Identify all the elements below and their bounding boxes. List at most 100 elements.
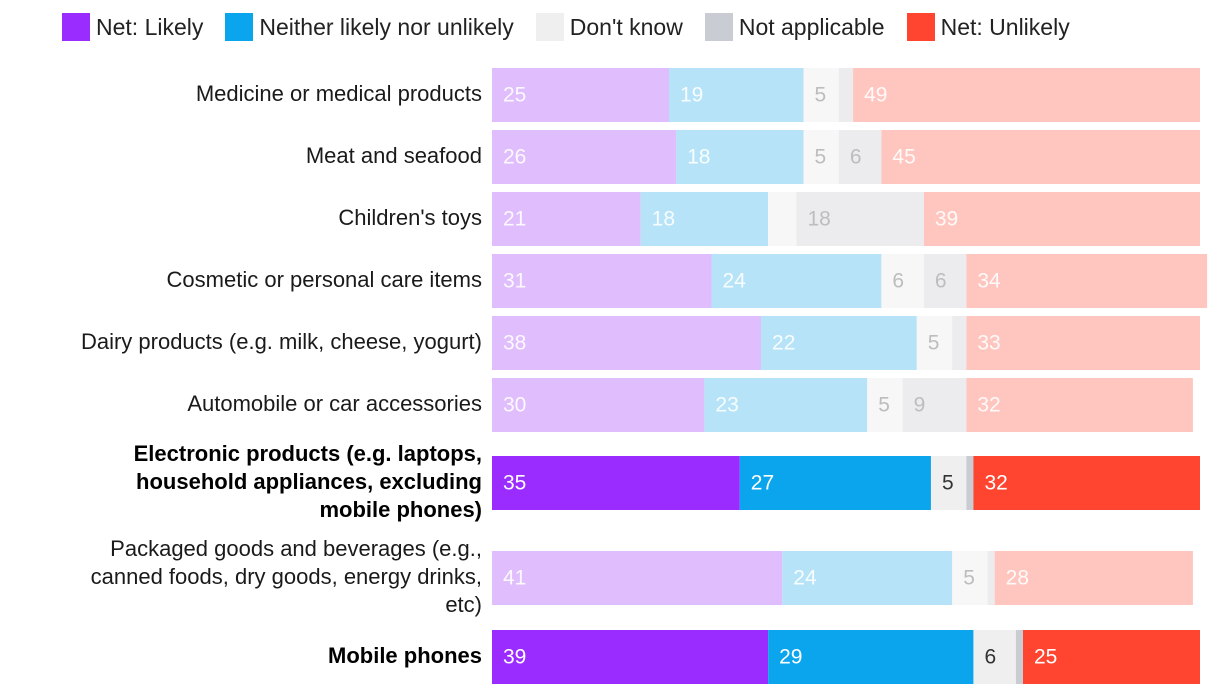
bar-segment-net-unlikely [966, 254, 1208, 308]
bar-row-electronic-products-e-g-laptops-household-appliances-excluding-mobile-phones: Electronic products (e.g. laptops, househ… [134, 441, 1200, 522]
bar-segment-net-unlikely [923, 192, 1200, 246]
value-label: 23 [715, 394, 738, 417]
bar-row-cosmetic-or-personal-care-items: Cosmetic or personal care items 31 24 6 6 34 [167, 254, 1208, 308]
legend-label: Neither likely nor unlikely [259, 13, 514, 40]
value-label: 30 [503, 394, 526, 417]
bar-segment-not-applicable [987, 551, 995, 605]
bar-segment-neither-likely-nor-unlikely [704, 378, 868, 432]
value-label: 49 [864, 84, 887, 107]
bar-segment-neither-likely-nor-unlikely [782, 551, 953, 605]
legend-item-net-likely: Net: Likely [62, 13, 203, 41]
bar-segment-neither-likely-nor-unlikely [676, 130, 804, 184]
bar-segment-net-likely [492, 378, 705, 432]
bar-segment-net-unlikely [966, 378, 1193, 432]
category-label: Automobile or car accessories [187, 391, 482, 416]
value-label: 39 [503, 646, 526, 669]
category-label: Electronic products (e.g. laptops, househ… [134, 441, 482, 522]
value-label: 6 [935, 270, 947, 293]
value-label: 24 [793, 567, 817, 590]
bar-row-mobile-phones: Mobile phones 39 29 6 25 [328, 630, 1200, 684]
value-label: 29 [779, 646, 802, 669]
legend-label: Net: Likely [96, 13, 204, 40]
value-label: 39 [935, 208, 958, 231]
bar-segment-neither-likely-nor-unlikely [640, 192, 769, 246]
legend-item-not-applicable: Not applicable [704, 13, 885, 41]
bar-segment-not-applicable [796, 192, 924, 246]
bar-segment-net-likely [492, 68, 669, 122]
legend: Net: Likely Neither likely nor unlikely Do… [62, 10, 1092, 44]
category-label: Cosmetic or personal care items [167, 267, 482, 292]
value-label: 26 [503, 146, 526, 169]
category-label: Packaged goods and beverages (e.g., canne… [91, 536, 482, 617]
bar-segment-net-unlikely [973, 456, 1200, 510]
legend-label: Don't know [569, 13, 683, 40]
value-label: 41 [503, 567, 526, 590]
bar-segment-neither-likely-nor-unlikely [768, 630, 974, 684]
legend-item-neither-likely-nor-unlikely: Neither likely nor unlikely [225, 13, 514, 41]
category-label: Mobile phones [328, 643, 482, 668]
bar-segment-don-t-know [916, 316, 953, 370]
value-label: 18 [687, 146, 710, 169]
category-label: Medicine or medical products [196, 81, 482, 106]
legend-label: Net: Unlikely [940, 13, 1070, 40]
bar-segment-don-t-know [803, 130, 839, 184]
value-label: 25 [503, 84, 526, 107]
bar-segment-neither-likely-nor-unlikely [711, 254, 882, 308]
bar-segment-net-likely [492, 551, 783, 605]
value-label: 5 [963, 567, 975, 590]
value-label: 24 [722, 270, 746, 293]
bar-segment-net-likely [492, 192, 641, 246]
bar-row-dairy-products-e-g-milk-cheese-yogurt: Dairy products (e.g. milk, cheese, yogur… [81, 316, 1200, 370]
bar-segment-net-unlikely [966, 316, 1200, 370]
bar-segment-not-applicable [838, 130, 882, 184]
value-label: 5 [815, 84, 827, 107]
bar-segment-not-applicable [838, 68, 854, 122]
bar-segment-not-applicable [1015, 630, 1023, 684]
bar-segment-not-applicable [902, 378, 967, 432]
bar-segment-net-likely [492, 254, 712, 308]
legend-swatch [535, 13, 564, 41]
legend-item-net-unlikely: Net: Unlikely [906, 13, 1070, 41]
value-label: 5 [928, 332, 940, 355]
bar-segment-don-t-know [881, 254, 924, 308]
bar-segment-neither-likely-nor-unlikely [739, 456, 931, 510]
legend-item-don-t-know: Don't know [535, 13, 683, 41]
value-label: 19 [680, 84, 703, 107]
bar-segment-don-t-know [952, 551, 988, 605]
value-label: 45 [892, 146, 915, 169]
category-label: Children's toys [338, 205, 482, 230]
value-label: 9 [914, 394, 926, 417]
category-label: Meat and seafood [306, 143, 482, 168]
value-label: 31 [503, 270, 526, 293]
bar-segment-net-unlikely [1023, 630, 1200, 684]
value-label: 5 [942, 472, 954, 495]
bar-segment-don-t-know [768, 192, 797, 246]
bar-row-medicine-or-medical-products: Medicine or medical products 25 19 5 49 [196, 68, 1200, 122]
legend-swatch [62, 13, 90, 41]
bar-segment-not-applicable [952, 316, 967, 370]
value-label: 28 [1006, 567, 1029, 590]
value-label: 32 [977, 394, 1000, 417]
value-label: 5 [815, 146, 827, 169]
value-label: 32 [984, 472, 1007, 495]
value-label: 22 [772, 332, 795, 355]
value-label: 6 [984, 646, 996, 669]
bar-segment-net-likely [492, 130, 677, 184]
value-label: 25 [1034, 646, 1057, 669]
bar-row-automobile-or-car-accessories: Automobile or car accessories 30 23 5 9 32 [187, 378, 1193, 432]
bar-segment-net-likely [492, 316, 762, 370]
bar-segment-don-t-know [973, 630, 1016, 684]
bar-row-packaged-goods-and-beverages-e-g-canned-foods-dry-goods-energy-drinks-etc: Packaged goods and beverages (e.g., canne… [91, 536, 1193, 617]
value-label: 33 [977, 332, 1000, 355]
value-label: 38 [503, 332, 526, 355]
legend-swatch [225, 13, 254, 41]
bar-segment-don-t-know [867, 378, 903, 432]
bar-segment-neither-likely-nor-unlikely [669, 68, 804, 122]
bar-row-children-s-toys: Children's toys 21 18 18 39 [338, 192, 1200, 246]
bar-segment-net-likely [492, 456, 740, 510]
bar-segment-not-applicable [923, 254, 967, 308]
category-label: Dairy products (e.g. milk, cheese, yogur… [81, 329, 482, 354]
bar-segment-not-applicable [966, 456, 974, 510]
value-label: 21 [503, 208, 526, 231]
